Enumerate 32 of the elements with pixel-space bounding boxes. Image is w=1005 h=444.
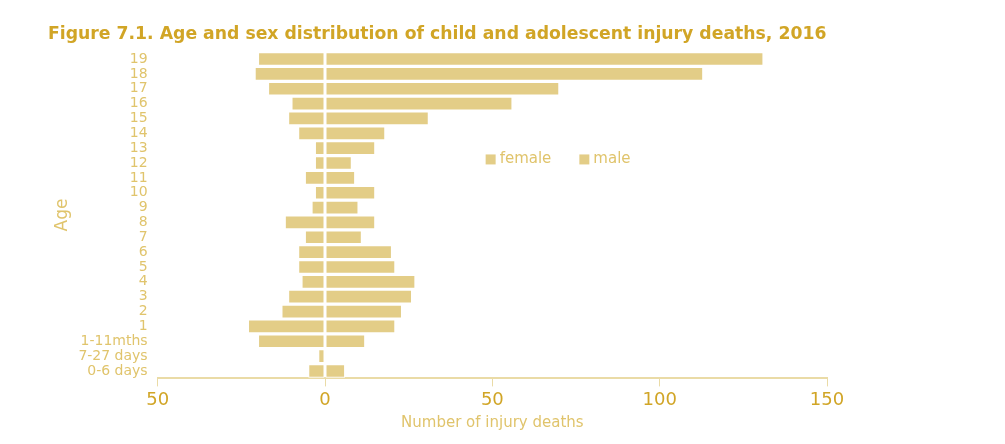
y-tick-label: 16 <box>129 94 148 111</box>
x-axis-title: Number of injury deaths <box>401 412 584 431</box>
y-tick-label: 11 <box>129 168 148 185</box>
y-tick-label: 15 <box>129 109 148 126</box>
x-tick-label: 0 <box>319 387 331 409</box>
y-tick-label: 7 <box>138 227 148 244</box>
y-tick-label: 6 <box>138 242 148 259</box>
y-axis-title: Age <box>50 198 71 232</box>
x-tick-label: 150 <box>809 387 845 409</box>
y-tick-label: 17 <box>129 79 148 96</box>
legend-label: female <box>499 149 552 168</box>
y-tick-label: 19 <box>129 49 148 66</box>
chart-title: Figure 7.1. Age and sex distribution of child and adolescent injury deaths, 2016 <box>48 23 827 44</box>
x-tick-label: 100 <box>642 387 677 409</box>
y-tick-label: 14 <box>129 123 148 140</box>
y-tick-label: 3 <box>138 287 148 304</box>
y-tick-label: 1 <box>138 317 148 334</box>
x-tick-label: 50 <box>146 387 170 409</box>
y-tick-label: 18 <box>129 64 148 81</box>
x-tick-label: 50 <box>480 387 504 409</box>
legend-label: male <box>593 149 631 168</box>
y-tick-label: 5 <box>138 257 148 274</box>
y-tick-label: 7-27 days <box>78 346 148 363</box>
y-tick-label: 12 <box>129 153 148 170</box>
y-tick-label: 9 <box>138 198 148 215</box>
y-tick-label: 2 <box>138 302 148 319</box>
y-tick-label: 13 <box>129 138 148 155</box>
y-tick-label: 4 <box>138 272 148 289</box>
y-tick-label: 8 <box>138 213 148 230</box>
y-tick-label: 10 <box>129 183 148 200</box>
y-tick-label: 1-11mths <box>80 331 148 348</box>
y-tick-label: 0-6 days <box>87 361 148 378</box>
